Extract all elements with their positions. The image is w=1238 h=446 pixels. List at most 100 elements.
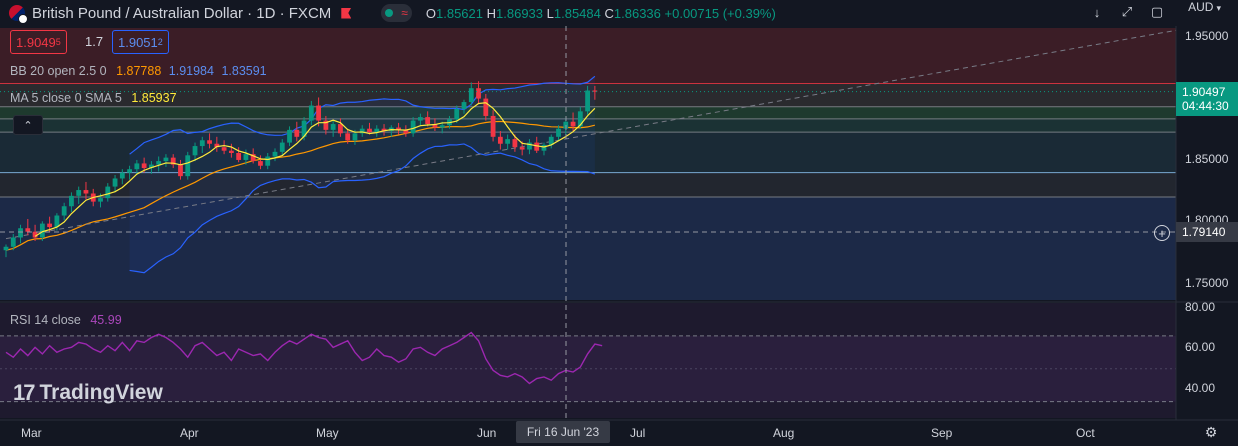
candle-body bbox=[410, 120, 416, 134]
candle-body bbox=[243, 154, 249, 160]
rsi-legend[interactable]: RSI 14 close 45.99 bbox=[10, 313, 122, 327]
candle-body bbox=[156, 161, 162, 165]
candle-body bbox=[192, 146, 198, 156]
rsi-tick: 80.00 bbox=[1185, 300, 1216, 314]
last-price-tag: 1.90497 04:44:30 bbox=[1176, 82, 1238, 116]
candle-body bbox=[323, 120, 329, 130]
sell-button[interactable]: 1.9049 5 bbox=[10, 30, 67, 54]
candle-body bbox=[25, 228, 31, 232]
candle-body bbox=[170, 157, 176, 165]
candle-body bbox=[396, 127, 401, 130]
bb-basis-line bbox=[5, 120, 596, 251]
currency-selector[interactable]: AUD bbox=[1188, 0, 1221, 14]
candle-body bbox=[272, 151, 278, 157]
candle-body bbox=[149, 164, 154, 169]
candle-body bbox=[497, 136, 503, 144]
bb-fill bbox=[129, 76, 595, 273]
candle-body bbox=[338, 124, 343, 134]
candle-body bbox=[178, 164, 183, 177]
ma-line bbox=[34, 102, 596, 237]
bb-upper-line bbox=[129, 75, 596, 155]
candle-body bbox=[76, 190, 82, 196]
add-alert-icon[interactable]: + bbox=[1154, 225, 1170, 241]
candle-body bbox=[439, 125, 445, 128]
price-tick: 1.95000 bbox=[1185, 29, 1229, 43]
candle-body bbox=[287, 129, 292, 143]
candle-body bbox=[294, 129, 300, 137]
bookmark-flag-icon[interactable] bbox=[341, 7, 352, 19]
candle-body bbox=[541, 144, 547, 151]
candle-body bbox=[134, 163, 140, 170]
candle-body bbox=[39, 223, 45, 238]
candle-body bbox=[316, 105, 322, 121]
candle-body bbox=[265, 156, 271, 166]
candle-body bbox=[417, 117, 423, 121]
candle-body bbox=[3, 246, 9, 251]
bb-legend[interactable]: BB 20 open 2.5 0 1.87788 1.91984 1.83591 bbox=[10, 64, 267, 78]
time-tick: Mar bbox=[21, 426, 42, 440]
scroll-down-icon[interactable]: ↓ bbox=[1093, 4, 1101, 20]
candle-body bbox=[83, 190, 89, 194]
candle-body bbox=[556, 128, 561, 137]
market-open-icon bbox=[385, 9, 394, 17]
candle-body bbox=[185, 155, 191, 177]
candle-body bbox=[577, 111, 583, 127]
time-tick: Apr bbox=[180, 426, 199, 440]
candle-body bbox=[345, 133, 351, 141]
market-status-pill[interactable]: ≈ bbox=[381, 4, 412, 22]
candle-body bbox=[32, 231, 38, 238]
expand-icon[interactable]: ⤢ bbox=[1121, 4, 1133, 19]
bb-lower-line bbox=[129, 143, 596, 274]
ohlc-values: O1.85621 H1.86933 L1.85484 C1.86336 +0.0… bbox=[425, 5, 776, 21]
candle-body bbox=[374, 128, 380, 133]
candle-body bbox=[381, 128, 387, 132]
time-tick: Jul bbox=[630, 426, 646, 440]
candle-body bbox=[330, 124, 336, 130]
price-zone bbox=[0, 196, 1176, 300]
candle-body bbox=[308, 105, 314, 121]
screenshot-icon[interactable]: ▢ bbox=[1150, 4, 1164, 19]
trendline bbox=[5, 29, 1177, 240]
buy-button[interactable]: 1.9051 2 bbox=[112, 30, 169, 54]
settings-gear-icon[interactable]: ⚙ bbox=[1204, 424, 1218, 440]
candle-body bbox=[490, 115, 496, 137]
candle-body bbox=[527, 142, 532, 150]
candle-body bbox=[534, 142, 540, 151]
candle-body bbox=[367, 128, 372, 133]
chart-header: British Pound / Australian Dollar · 1D ·… bbox=[0, 0, 1238, 26]
candle-body bbox=[425, 117, 431, 125]
candle-body bbox=[483, 98, 489, 116]
candle-body bbox=[585, 90, 590, 112]
rsi-tick: 60.00 bbox=[1185, 340, 1216, 354]
candle-body bbox=[47, 223, 53, 228]
crosshair-date-label: Fri 16 Jun '23 bbox=[516, 421, 610, 443]
candle-body bbox=[61, 206, 67, 216]
candle-body bbox=[10, 237, 16, 247]
candle-body bbox=[279, 142, 285, 152]
candle-body bbox=[163, 157, 169, 162]
candle-body bbox=[432, 124, 438, 128]
candle-body bbox=[207, 140, 212, 144]
crosshair-price-tag: 1.79140 bbox=[1176, 222, 1238, 242]
candle-body bbox=[228, 150, 234, 154]
collapse-legend-icon[interactable]: ⌃ bbox=[13, 115, 43, 135]
symbol-title[interactable]: British Pound / Australian Dollar · 1D ·… bbox=[32, 4, 332, 22]
candle-body bbox=[519, 147, 525, 150]
price-tick: 1.85000 bbox=[1185, 152, 1229, 166]
time-tick: Jun bbox=[477, 426, 497, 440]
time-tick: Sep bbox=[931, 426, 953, 440]
candle-body bbox=[570, 121, 576, 127]
candle-body bbox=[98, 198, 103, 202]
rsi-tick: 40.00 bbox=[1185, 381, 1216, 395]
time-tick: Oct bbox=[1076, 426, 1095, 440]
candle-body bbox=[54, 215, 60, 228]
candle-body bbox=[250, 154, 256, 162]
ma-legend[interactable]: MA 5 close 0 SMA 5 1.85937 bbox=[10, 91, 177, 105]
tradingview-watermark: 17 TradingView bbox=[13, 380, 163, 405]
candle-body bbox=[468, 88, 474, 103]
candle-body bbox=[221, 147, 227, 151]
candle-body bbox=[69, 195, 74, 207]
candle-body bbox=[127, 169, 132, 173]
price-tick: 1.75000 bbox=[1185, 276, 1229, 290]
